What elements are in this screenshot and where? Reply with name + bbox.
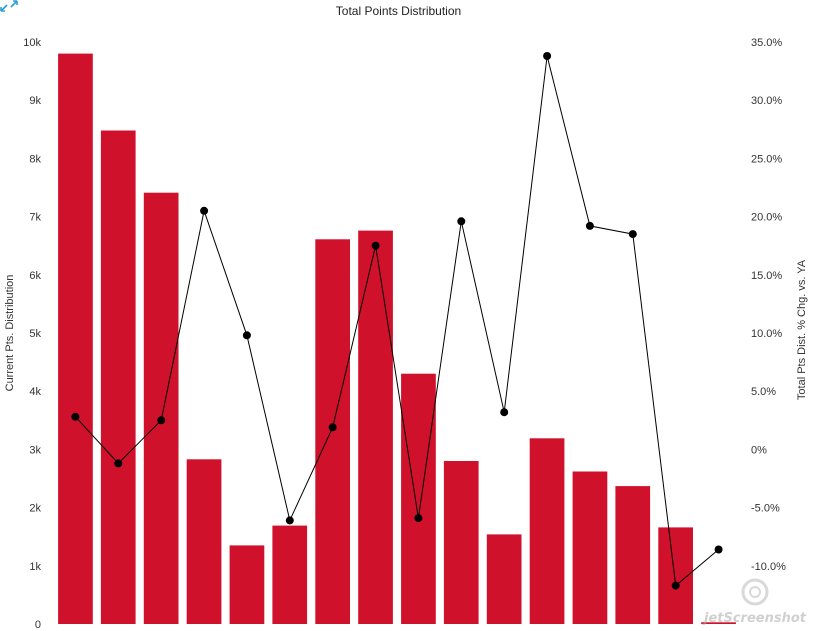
y2-tick-label: 10.0% [751, 328, 782, 340]
y-tick-label: 10k [23, 37, 41, 49]
y-tick-label: 1k [29, 561, 41, 573]
line-point [500, 408, 509, 417]
line-point [157, 416, 166, 425]
expand-icon[interactable] [0, 0, 18, 12]
bar [229, 545, 265, 624]
bar [615, 486, 651, 624]
bar [58, 53, 93, 625]
bar [529, 438, 565, 624]
bar [572, 471, 608, 624]
line-point [242, 331, 251, 340]
y2-tick-label: 20.0% [751, 212, 782, 224]
bar [443, 461, 479, 624]
y-tick-label: 6k [29, 270, 41, 282]
y2-tick-label: 30.0% [751, 95, 782, 107]
line-point [414, 514, 423, 523]
bar [272, 525, 308, 624]
y-tick-label: 2k [29, 503, 41, 515]
line-point [543, 52, 552, 60]
y2-tick-label: -5.0% [751, 503, 780, 515]
bar [186, 459, 222, 624]
y-tick-label: 5k [29, 328, 41, 340]
bar [486, 534, 522, 624]
y2-tick-label: 0% [751, 444, 767, 456]
y-axis-label: Current Pts. Distribution [4, 275, 16, 392]
line-series-path [75, 55, 719, 587]
watermark-logo: jetScreenshot [702, 578, 807, 626]
bar [701, 622, 736, 624]
y-tick-label: 8k [29, 153, 41, 165]
y2-tick-label: 35.0% [751, 37, 782, 49]
line-point [714, 545, 723, 554]
bar [143, 192, 179, 624]
line-point [585, 221, 594, 230]
line-point [114, 459, 123, 468]
line-point [200, 206, 209, 215]
bar [315, 239, 350, 625]
line-point [671, 581, 680, 590]
y-tick-label: 3k [29, 444, 41, 456]
y-tick-label: 7k [29, 212, 41, 224]
bar [358, 230, 393, 624]
y-tick-label: 9k [29, 95, 41, 107]
y2-tick-label: 25.0% [751, 153, 782, 165]
y2-tick-label: 5.0% [751, 386, 776, 398]
line-point [371, 241, 380, 250]
y2-tick-label: -10.0% [751, 561, 786, 573]
line-point [328, 423, 337, 432]
watermark-text: jetScreenshot [702, 611, 807, 626]
bar [401, 373, 436, 624]
y-tick-label: 0 [35, 619, 41, 631]
bar [100, 130, 136, 624]
line-point [285, 516, 294, 525]
chart-title: Total Points Distribution [335, 4, 462, 18]
y2-tick-label: 15.0% [751, 270, 782, 282]
line-point [628, 230, 637, 239]
line-point [457, 217, 466, 226]
y-tick-label: 4k [29, 386, 41, 398]
line-point [71, 412, 80, 421]
y2-axis-label: Total Pts Dist. % Chg. vs. YA [796, 259, 808, 400]
